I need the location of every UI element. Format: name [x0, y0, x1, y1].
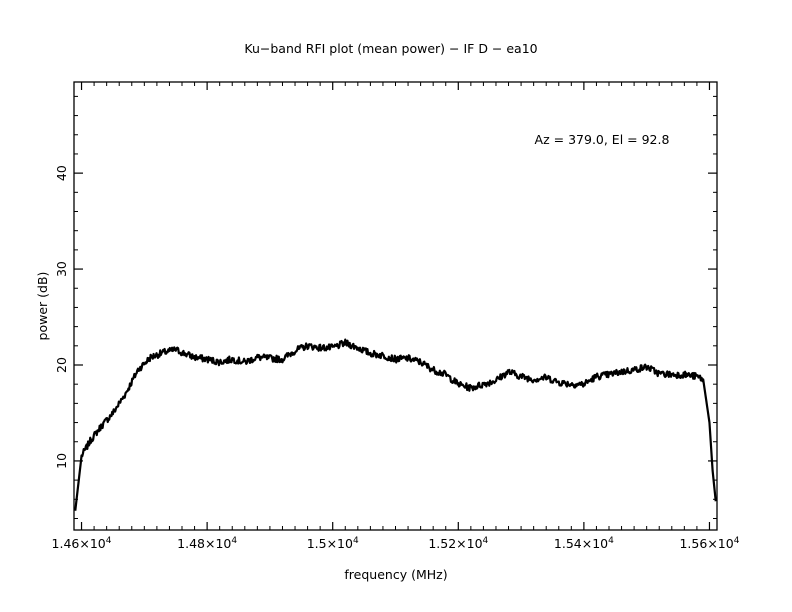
x-tick-label-2: 1.5×104	[307, 536, 359, 551]
y-tick-label-2: 30	[54, 261, 69, 277]
az-el-annotation: Az = 379.0, El = 92.8	[535, 132, 670, 147]
chart-title: Ku−band RFI plot (mean power) − IF D − e…	[244, 41, 537, 56]
y-axis-label: power (dB)	[35, 272, 50, 341]
x-axis-ticks	[80, 82, 711, 530]
plot-frame	[73, 81, 718, 531]
x-tick-label-5: 1.56×104	[679, 536, 739, 551]
y-tick-label-0: 10	[54, 453, 69, 469]
y-axis-tick-labels: 10 20 30 40	[54, 165, 69, 469]
y-tick-label-3: 40	[54, 165, 69, 181]
x-tick-label-3: 1.52×104	[428, 536, 488, 551]
x-axis-label: frequency (MHz)	[344, 567, 447, 582]
y-tick-label-1: 20	[54, 357, 69, 373]
x-tick-label-4: 1.54×104	[554, 536, 614, 551]
x-tick-label-1: 1.48×104	[177, 536, 237, 551]
x-tick-label-0: 1.46×104	[52, 536, 112, 551]
series-line-mean-power	[74, 338, 717, 511]
y-axis-ticks	[74, 95, 717, 519]
x-axis-tick-labels: 1.46×104 1.48×104 1.5×104 1.52×104 1.54×104 1…	[52, 536, 740, 551]
